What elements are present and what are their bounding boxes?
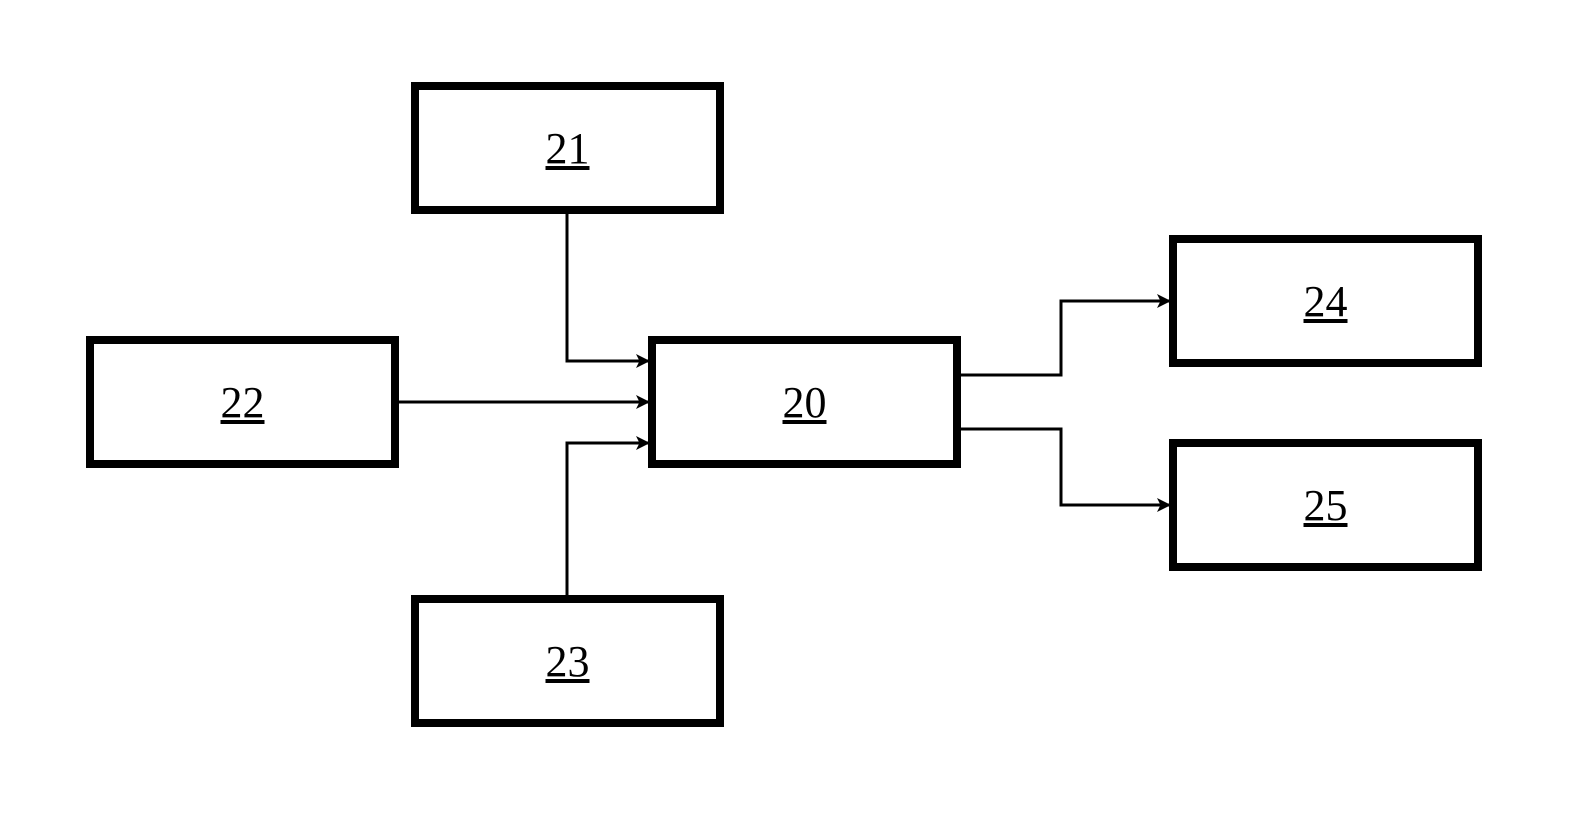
- node-21: 21: [411, 82, 724, 214]
- node-20: 20: [648, 336, 961, 468]
- node-25: 25: [1169, 439, 1482, 571]
- node-24-label: 24: [1304, 276, 1348, 327]
- node-24: 24: [1169, 235, 1482, 367]
- diagram-canvas: 21 22 23 20 24 25: [0, 0, 1576, 824]
- edge: [567, 214, 648, 361]
- node-22: 22: [86, 336, 399, 468]
- edge: [961, 301, 1169, 375]
- node-20-label: 20: [783, 377, 827, 428]
- edge: [961, 429, 1169, 505]
- node-23-label: 23: [546, 636, 590, 687]
- node-21-label: 21: [546, 123, 590, 174]
- node-25-label: 25: [1304, 480, 1348, 531]
- node-23: 23: [411, 595, 724, 727]
- node-22-label: 22: [221, 377, 265, 428]
- edge: [567, 443, 648, 595]
